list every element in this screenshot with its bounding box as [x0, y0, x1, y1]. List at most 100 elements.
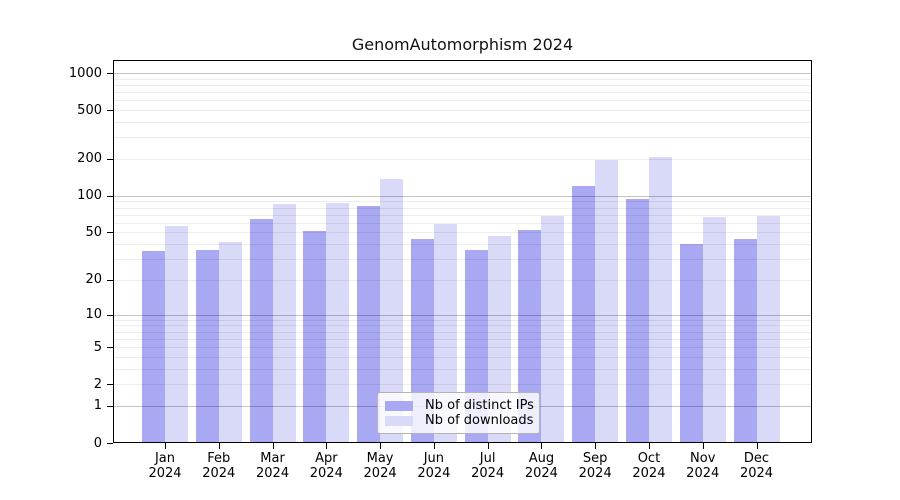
x-tick-jun [433, 443, 435, 449]
y-tick-label-1: 1 [93, 398, 102, 414]
gridline-minor-900 [113, 78, 812, 80]
chart-title: GenomAutomorphism 2024 [351, 35, 574, 54]
legend-label-downloads: Nb of downloads [425, 413, 534, 428]
x-tick-label-dec: Dec 2024 [739, 451, 774, 481]
gridline-minor-300 [113, 137, 812, 139]
bar-downloads-aug [541, 216, 565, 443]
legend-swatch-distinct-ips [385, 400, 413, 411]
gridline-minor-3 [113, 368, 812, 370]
bar-downloads-jul [487, 235, 511, 443]
bar-downloads-jan [165, 225, 188, 443]
x-tick-label-feb: Feb 2024 [202, 451, 236, 481]
axes-frame [113, 60, 812, 443]
x-tick-apr [326, 443, 328, 449]
gridline-minor-30 [113, 259, 812, 261]
bar-downloads-oct [648, 157, 672, 443]
x-tick-label-nov: Nov 2024 [686, 451, 720, 481]
bar-downloads-may [380, 178, 404, 443]
bar-distinct-ips-aug [518, 230, 542, 443]
x-tick-sep [595, 443, 597, 449]
legend-item-downloads: Nb of downloads [384, 413, 533, 428]
y-tick-1 [107, 405, 113, 407]
x-tick-label-may: May 2024 [363, 451, 397, 481]
y-tick-label-100: 100 [77, 188, 102, 204]
x-tick-label-mar: Mar 2024 [256, 451, 290, 481]
y-tick-1000 [107, 73, 113, 74]
gridline-minor-800 [113, 84, 812, 86]
gridline-minor-600 [113, 100, 812, 102]
bar-distinct-ips-jan [142, 251, 165, 443]
y-tick-label-20: 20 [85, 272, 102, 288]
y-tick-200 [107, 158, 113, 160]
bar-distinct-ips-oct [625, 198, 649, 443]
x-tick-label-jul: Jul 2024 [471, 451, 505, 481]
x-tick-mar [272, 443, 274, 449]
y-tick-5 [107, 347, 113, 349]
legend: Nb of distinct IPs Nb of downloads [377, 392, 540, 434]
gridline-minor-90 [113, 201, 812, 203]
bar-downloads-dec [756, 216, 780, 443]
gridline-major-10 [113, 314, 812, 316]
x-tick-nov [702, 443, 704, 449]
bar-distinct-ips-feb [195, 249, 219, 443]
y-tick-label-5: 5 [93, 339, 102, 355]
y-tick-2 [107, 384, 113, 386]
x-tick-label-jan: Jan 2024 [148, 451, 182, 481]
y-tick-label-200: 200 [77, 151, 102, 167]
gridline-minor-8 [113, 325, 812, 327]
gridline-minor-200 [113, 158, 812, 160]
y-tick-label-1000: 1000 [68, 65, 102, 81]
x-tick-feb [218, 443, 220, 449]
gridline-minor-2 [113, 384, 812, 386]
gridline-minor-7 [113, 331, 812, 333]
gridline-minor-400 [113, 121, 812, 123]
x-tick-label-apr: Apr 2024 [309, 451, 343, 481]
y-tick-label-50: 50 [85, 224, 102, 240]
gridline-minor-60 [113, 222, 812, 224]
y-tick-10 [107, 314, 113, 316]
gridline-minor-80 [113, 207, 812, 209]
bar-distinct-ips-dec [733, 239, 757, 443]
legend-label-distinct-ips: Nb of distinct IPs [425, 398, 534, 413]
gridline-major-100 [113, 195, 812, 197]
bar-downloads-feb [218, 241, 242, 443]
legend-swatch-downloads [385, 415, 413, 426]
gridline-minor-50 [113, 232, 812, 234]
plot-area [113, 60, 812, 443]
x-tick-oct [648, 443, 650, 449]
bar-downloads-mar [272, 204, 296, 443]
bar-distinct-ips-mar [249, 218, 273, 443]
x-tick-jul [487, 443, 489, 449]
x-tick-may [380, 443, 382, 449]
gridline-minor-20 [113, 279, 812, 281]
bar-downloads-sep [595, 160, 619, 443]
bar-downloads-apr [326, 203, 350, 443]
x-tick-label-sep: Sep 2024 [578, 451, 612, 481]
x-tick-dec [756, 443, 758, 449]
gridline-minor-40 [113, 244, 812, 246]
y-tick-label-10: 10 [85, 307, 102, 323]
y-tick-label-0: 0 [93, 435, 102, 451]
gridline-major-1000 [113, 73, 812, 74]
y-tick-20 [107, 279, 113, 281]
x-tick-label-jun: Jun 2024 [417, 451, 451, 481]
bar-distinct-ips-apr [303, 231, 327, 443]
y-tick-500 [107, 110, 113, 112]
gridline-minor-6 [113, 338, 812, 340]
bar-downloads-jun [433, 223, 457, 443]
bar-distinct-ips-sep [572, 186, 596, 443]
x-tick-label-aug: Aug 2024 [524, 451, 558, 481]
bar-distinct-ips-may [357, 206, 381, 443]
x-tick-jan [165, 443, 166, 449]
gridline-minor-4 [113, 356, 812, 358]
legend-item-distinct-ips: Nb of distinct IPs [384, 398, 534, 413]
gridline-minor-700 [113, 92, 812, 94]
gridline-minor-9 [113, 319, 812, 321]
x-tick-aug [541, 443, 543, 449]
y-tick-0 [107, 443, 113, 444]
bar-distinct-ips-nov [679, 244, 703, 443]
gridline-minor-500 [113, 110, 812, 112]
y-tick-label-500: 500 [77, 102, 102, 118]
x-tick-label-oct: Oct 2024 [632, 451, 666, 481]
